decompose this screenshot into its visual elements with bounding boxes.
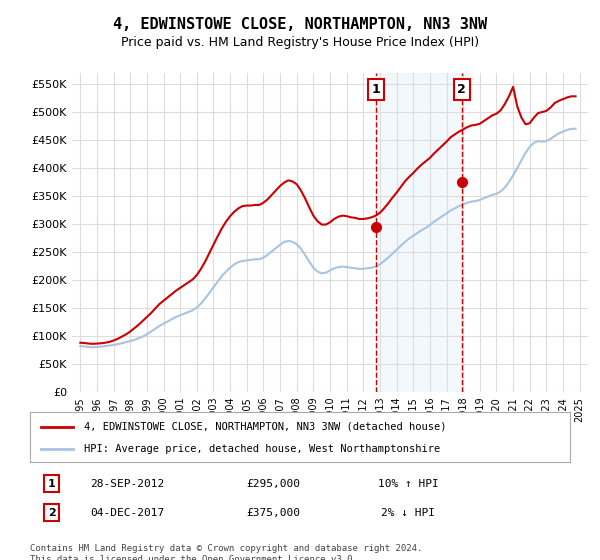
Text: 04-DEC-2017: 04-DEC-2017 [90,508,164,517]
Text: £375,000: £375,000 [246,508,300,517]
Text: 2% ↓ HPI: 2% ↓ HPI [381,508,435,517]
Text: HPI: Average price, detached house, West Northamptonshire: HPI: Average price, detached house, West… [84,445,440,454]
Text: 10% ↑ HPI: 10% ↑ HPI [377,479,439,489]
Text: £295,000: £295,000 [246,479,300,489]
Text: Contains HM Land Registry data © Crown copyright and database right 2024.
This d: Contains HM Land Registry data © Crown c… [30,544,422,560]
Text: 28-SEP-2012: 28-SEP-2012 [90,479,164,489]
Text: Price paid vs. HM Land Registry's House Price Index (HPI): Price paid vs. HM Land Registry's House … [121,36,479,49]
Text: 2: 2 [457,83,466,96]
Text: 4, EDWINSTOWE CLOSE, NORTHAMPTON, NN3 3NW (detached house): 4, EDWINSTOWE CLOSE, NORTHAMPTON, NN3 3N… [84,422,446,432]
Text: 2: 2 [48,508,55,517]
Text: 1: 1 [48,479,55,489]
Text: 1: 1 [371,83,380,96]
Text: 4, EDWINSTOWE CLOSE, NORTHAMPTON, NN3 3NW: 4, EDWINSTOWE CLOSE, NORTHAMPTON, NN3 3N… [113,17,487,32]
Bar [376,73,462,392]
